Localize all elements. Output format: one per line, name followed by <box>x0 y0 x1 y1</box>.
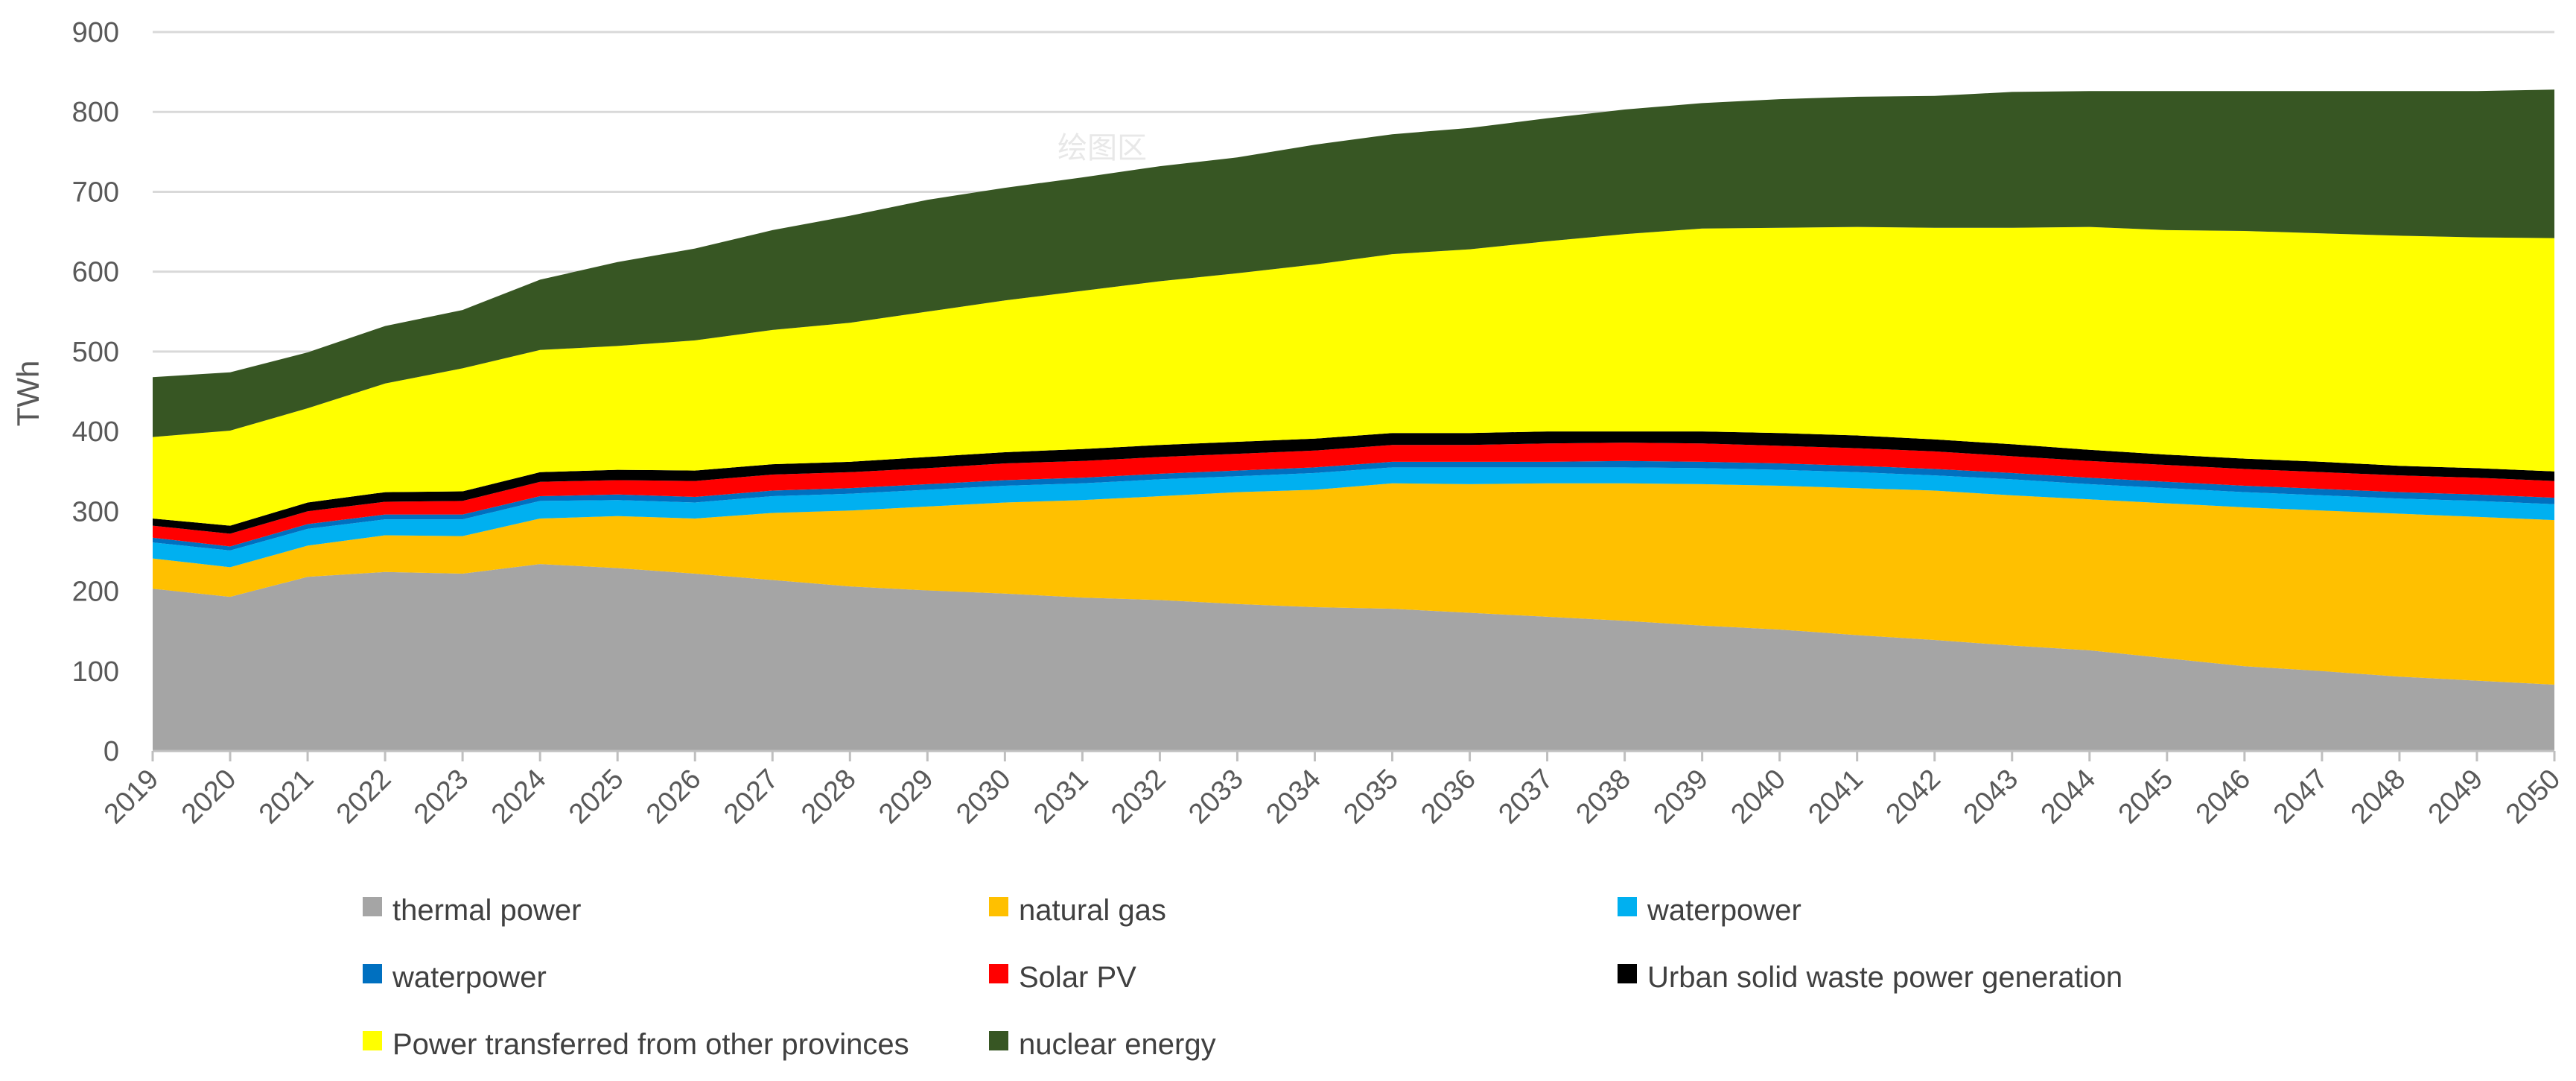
series-areas <box>153 89 2554 751</box>
legend-label-3: waterpower <box>392 961 547 994</box>
x-tick-label-2045: 2045 <box>2113 764 2179 830</box>
x-tick-label-2050: 2050 <box>2500 764 2566 830</box>
x-tick-label-2032: 2032 <box>1105 764 1171 830</box>
x-tick-label-2028: 2028 <box>795 764 862 830</box>
x-tick-label-2040: 2040 <box>1726 764 1792 830</box>
legend-label-7: nuclear energy <box>1019 1028 1216 1061</box>
x-tick-label-2027: 2027 <box>718 764 784 830</box>
x-tick-label-2019: 2019 <box>98 764 165 830</box>
y-tick-label-200: 200 <box>72 577 119 608</box>
legend-label-4: Solar PV <box>1019 961 1136 994</box>
legend-label-2: waterpower <box>1647 894 1801 927</box>
x-tick-label-2038: 2038 <box>1570 764 1636 830</box>
y-tick-labels: 0 100 200 300 400 500 600 700 800 900 <box>72 17 119 767</box>
x-tick-label-2044: 2044 <box>2035 764 2102 830</box>
axes <box>151 749 2556 761</box>
legend-label-6: Power transferred from other provinces <box>392 1028 909 1061</box>
x-tick-label-2020: 2020 <box>176 764 242 830</box>
legend-swatch-7 <box>989 1031 1008 1050</box>
plot-area-watermark: 绘图区 <box>1058 132 1147 165</box>
legend: thermal power natural gas waterpower waterp… <box>363 894 2122 1061</box>
x-tick-label-2041: 2041 <box>1803 764 1869 830</box>
y-tick-label-100: 100 <box>72 656 119 688</box>
x-tick-label-2022: 2022 <box>331 764 397 830</box>
y-tick-label-700: 700 <box>72 177 119 208</box>
x-tick-label-2033: 2033 <box>1183 764 1249 830</box>
x-tick-label-2049: 2049 <box>2423 764 2489 830</box>
legend-swatch-5 <box>1618 964 1637 983</box>
y-tick-label-800: 800 <box>72 97 119 128</box>
x-tick-label-2025: 2025 <box>563 764 629 830</box>
y-tick-label-400: 400 <box>72 416 119 448</box>
x-tick-label-2034: 2034 <box>1260 764 1326 830</box>
y-axis-title: TWh <box>10 361 45 427</box>
legend-label-5: Urban solid waste power generation <box>1647 961 2122 994</box>
legend-swatch-6 <box>363 1031 382 1050</box>
legend-label-1: natural gas <box>1019 894 1166 927</box>
legend-swatch-1 <box>989 897 1008 916</box>
x-tick-label-2046: 2046 <box>2190 764 2257 830</box>
y-tick-label-500: 500 <box>72 337 119 368</box>
x-tick-label-2023: 2023 <box>408 764 474 830</box>
area-series-0 <box>153 564 2554 751</box>
legend-swatch-3 <box>363 964 382 983</box>
x-tick-label-2029: 2029 <box>873 764 939 830</box>
y-tick-label-900: 900 <box>72 17 119 48</box>
legend-label-0: thermal power <box>392 894 581 927</box>
x-tick-label-2042: 2042 <box>1880 764 1947 830</box>
y-tick-label-600: 600 <box>72 257 119 288</box>
area-series-4 <box>153 443 2554 547</box>
x-tick-label-2030: 2030 <box>950 764 1017 830</box>
x-tick-label-2024: 2024 <box>486 764 552 830</box>
x-tick-labels: 2019 2020 2021 2022 2023 2024 2025 2026 2027 2028… <box>98 764 2566 830</box>
legend-swatch-2 <box>1618 897 1637 916</box>
x-tick-label-2035: 2035 <box>1338 764 1404 830</box>
x-tick-label-2026: 2026 <box>640 764 707 830</box>
legend-swatch-4 <box>989 964 1008 983</box>
x-tick-label-2043: 2043 <box>1958 764 2024 830</box>
x-tick-label-2021: 2021 <box>253 764 319 830</box>
area-series-6 <box>153 226 2554 526</box>
y-tick-label-300: 300 <box>72 496 119 527</box>
x-tick-label-2031: 2031 <box>1028 764 1094 830</box>
area-series-7 <box>153 89 2554 437</box>
x-tick-label-2037: 2037 <box>1492 764 1559 830</box>
x-tick-label-2047: 2047 <box>2268 764 2334 830</box>
x-tick-label-2036: 2036 <box>1415 764 1481 830</box>
legend-swatch-0 <box>363 897 382 916</box>
y-tick-label-0: 0 <box>104 736 119 767</box>
area-series-1 <box>153 483 2554 685</box>
x-tick-label-2048: 2048 <box>2345 764 2411 830</box>
x-tick-label-2039: 2039 <box>1648 764 1714 830</box>
